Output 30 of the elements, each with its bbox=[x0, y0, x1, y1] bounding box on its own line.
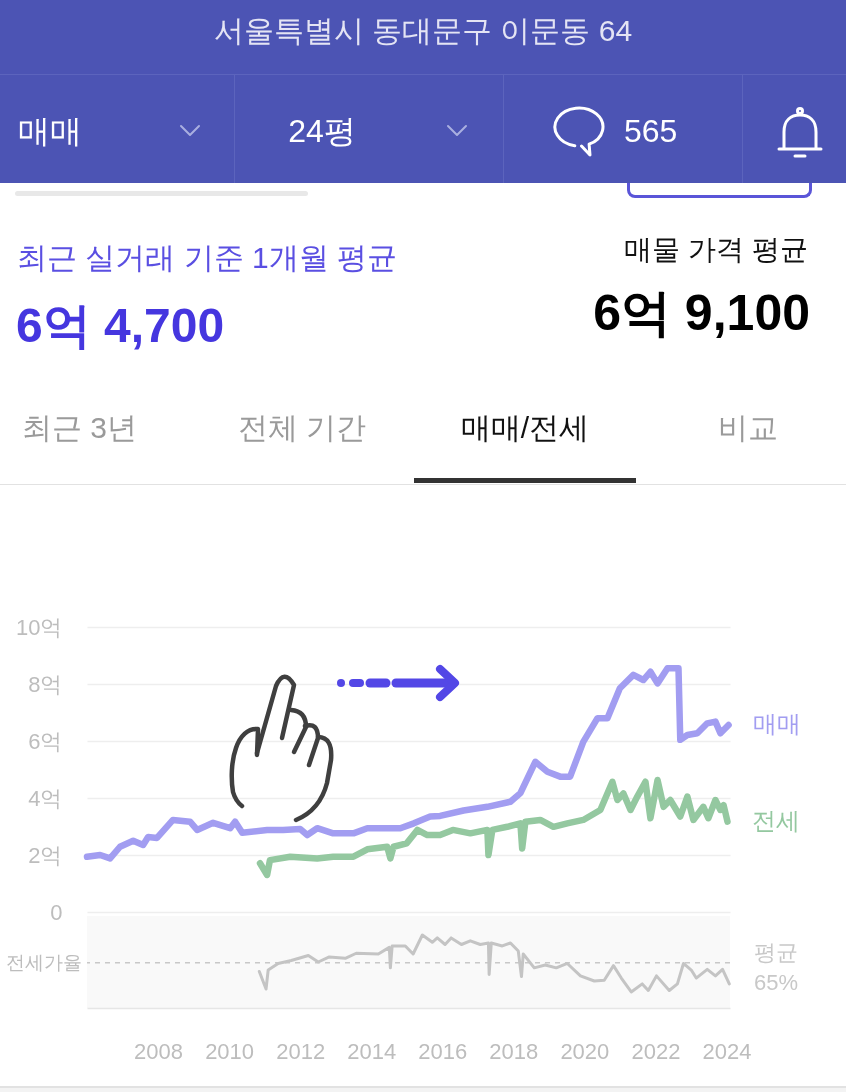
y-tick-label: 8억 bbox=[28, 671, 63, 697]
text: 비교 bbox=[718, 410, 778, 446]
text: 6억 4,700 bbox=[16, 298, 225, 354]
text: 서울특별시 동대문구 이문동 64 bbox=[213, 13, 633, 49]
x-tick-label: 2018 bbox=[489, 1038, 539, 1064]
text: 매매 bbox=[18, 112, 82, 150]
x-tick-label: 2024 bbox=[702, 1038, 752, 1064]
series-label: 전세 bbox=[751, 806, 800, 834]
y-tick-label: 2억 bbox=[28, 842, 63, 868]
series-label: 매매 bbox=[752, 710, 801, 738]
y-tick-label: 10억 bbox=[16, 614, 63, 640]
y-tick-label: 6억 bbox=[28, 728, 63, 754]
x-tick-label: 2016 bbox=[418, 1038, 468, 1064]
x-tick-label: 2008 bbox=[134, 1038, 184, 1064]
y-tick-label: 0 bbox=[50, 899, 63, 925]
x-tick-label: 2014 bbox=[347, 1038, 397, 1064]
x-tick-label: 2012 bbox=[276, 1038, 326, 1064]
text: 매매/전세 bbox=[460, 410, 590, 446]
text: 최근 3년 bbox=[22, 410, 138, 446]
text: 24평 bbox=[288, 112, 356, 150]
x-tick-label: 2010 bbox=[205, 1038, 255, 1064]
y-tick-label: 4억 bbox=[28, 785, 63, 811]
x-tick-label: 2020 bbox=[560, 1038, 610, 1064]
text: 565 bbox=[624, 112, 678, 150]
text: 매물 가격 평균 bbox=[624, 233, 808, 267]
text: 6억 9,100 bbox=[593, 285, 810, 343]
x-tick-label: 2022 bbox=[631, 1038, 681, 1064]
text: 전체 기간 bbox=[237, 410, 367, 446]
y-axis-title: 전세가율 bbox=[5, 951, 82, 973]
text: 최근 실거래 기준 1개월 평균 bbox=[17, 240, 398, 276]
